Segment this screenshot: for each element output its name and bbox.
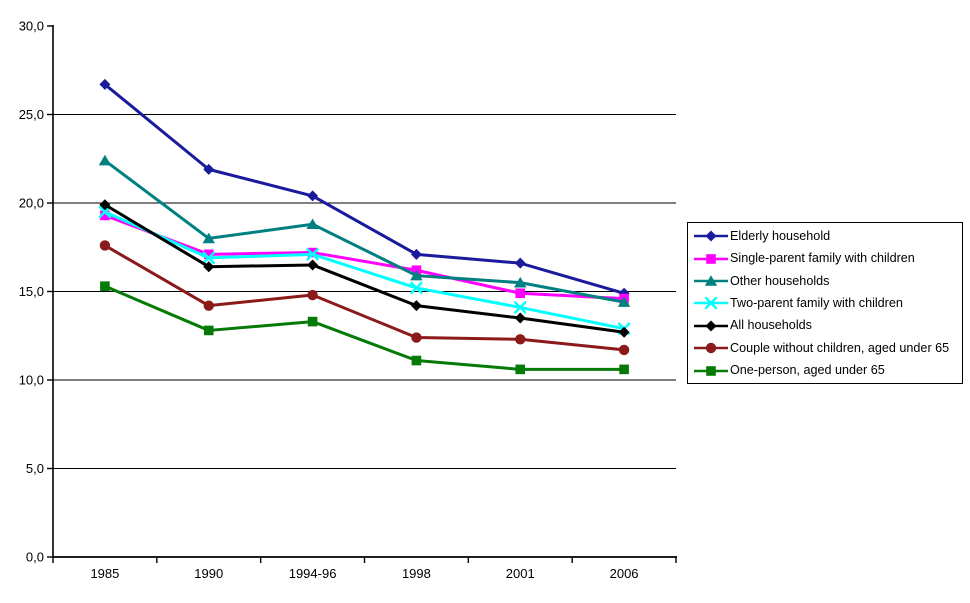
diamond-marker: [307, 259, 319, 271]
legend-swatch-square-icon: [694, 365, 728, 376]
triangle-marker: [202, 232, 215, 244]
circle-marker: [99, 240, 111, 251]
legend-label: Two-parent family with children: [730, 296, 903, 311]
x-marker: [98, 205, 112, 219]
circle-marker: [307, 289, 318, 301]
triangle-marker: [98, 154, 112, 166]
y-tick-label: 20,0: [19, 196, 44, 211]
series-line-7: [103, 284, 626, 371]
series-line-2: [103, 213, 626, 301]
x-marker: [306, 248, 319, 261]
square-marker: [515, 364, 526, 375]
legend-label: Other households: [730, 273, 830, 288]
legend-label: Couple without children, aged under 65: [730, 340, 950, 355]
series-line-5: [103, 203, 626, 334]
legend-swatch-triangle-icon: [694, 275, 728, 286]
diamond-marker: [203, 261, 215, 273]
triangle-marker: [617, 296, 631, 307]
legend-label: Single-parent family with children: [730, 251, 915, 266]
diamond-marker: [514, 312, 526, 324]
x-tick-label: 1994-96: [289, 566, 337, 581]
series-line-3: [103, 159, 626, 304]
circle-marker: [411, 332, 422, 343]
series-line-6: [103, 243, 626, 352]
series-line-4: [103, 210, 626, 331]
y-tick-label: 25,0: [19, 107, 44, 122]
diamond-marker: [705, 230, 717, 242]
diamond-marker: [514, 257, 526, 269]
y-tick-label: 0,0: [26, 550, 44, 565]
x-marker: [202, 251, 215, 265]
legend-swatch-x-icon: [694, 297, 728, 310]
legend-item: Other households: [694, 270, 962, 292]
diamond-marker: [99, 78, 111, 90]
legend-label: Elderly household: [730, 228, 831, 243]
legend-item: All households: [694, 315, 962, 337]
diamond-marker: [410, 300, 422, 312]
circle-marker: [705, 342, 717, 354]
legend-item: Two-parent family with children: [694, 292, 962, 314]
legend-item: One-person, aged under 65: [694, 359, 962, 381]
chart-legend: Elderly household Single-parent family wi…: [687, 222, 963, 384]
circle-marker: [618, 344, 630, 356]
circle-marker: [515, 334, 526, 345]
y-tick-label: 5,0: [26, 461, 44, 476]
legend-swatch-square-icon: [694, 253, 728, 264]
x-tick-label: 2006: [610, 566, 639, 581]
circle-marker: [203, 300, 214, 311]
x-tick-label: 1990: [194, 566, 223, 581]
square-marker: [515, 288, 526, 299]
y-tick-label: 15,0: [19, 284, 44, 299]
diamond-marker: [410, 248, 422, 260]
square-marker: [307, 316, 318, 327]
legend-swatch-diamond-icon: [694, 320, 728, 332]
square-marker: [100, 281, 110, 291]
x-marker: [514, 301, 527, 314]
x-marker: [410, 281, 423, 295]
triangle-marker: [704, 275, 718, 286]
square-marker: [411, 355, 422, 366]
y-tick-label: 10,0: [19, 373, 44, 388]
legend-swatch-circle-icon: [694, 342, 728, 354]
x-tick-label: 1998: [402, 566, 431, 581]
y-tick-label: 30,0: [19, 19, 44, 34]
legend-item: Single-parent family with children: [694, 247, 962, 269]
legend-item: Couple without children, aged under 65: [694, 337, 962, 359]
square-marker: [203, 325, 214, 336]
square-marker: [706, 253, 716, 264]
diamond-marker: [99, 199, 111, 211]
x-tick-label: 1985: [90, 566, 119, 581]
triangle-marker: [514, 276, 527, 288]
square-marker: [619, 364, 629, 375]
series-line-1: [103, 82, 626, 295]
square-marker: [203, 249, 214, 260]
diamond-marker: [203, 163, 215, 175]
diamond-marker: [705, 320, 717, 332]
legend-swatch-diamond-icon: [694, 230, 728, 242]
diamond-marker: [618, 326, 630, 338]
triangle-marker: [410, 269, 423, 281]
legend-label: All households: [730, 318, 812, 333]
legend-label: One-person, aged under 65: [730, 363, 885, 378]
x-tick-label: 2001: [506, 566, 535, 581]
square-marker: [706, 365, 716, 376]
diamond-marker: [307, 190, 319, 202]
square-marker: [100, 210, 110, 221]
square-marker: [307, 247, 318, 258]
legend-item: Elderly household: [694, 225, 962, 247]
x-marker: [704, 297, 718, 310]
triangle-marker: [306, 218, 319, 230]
